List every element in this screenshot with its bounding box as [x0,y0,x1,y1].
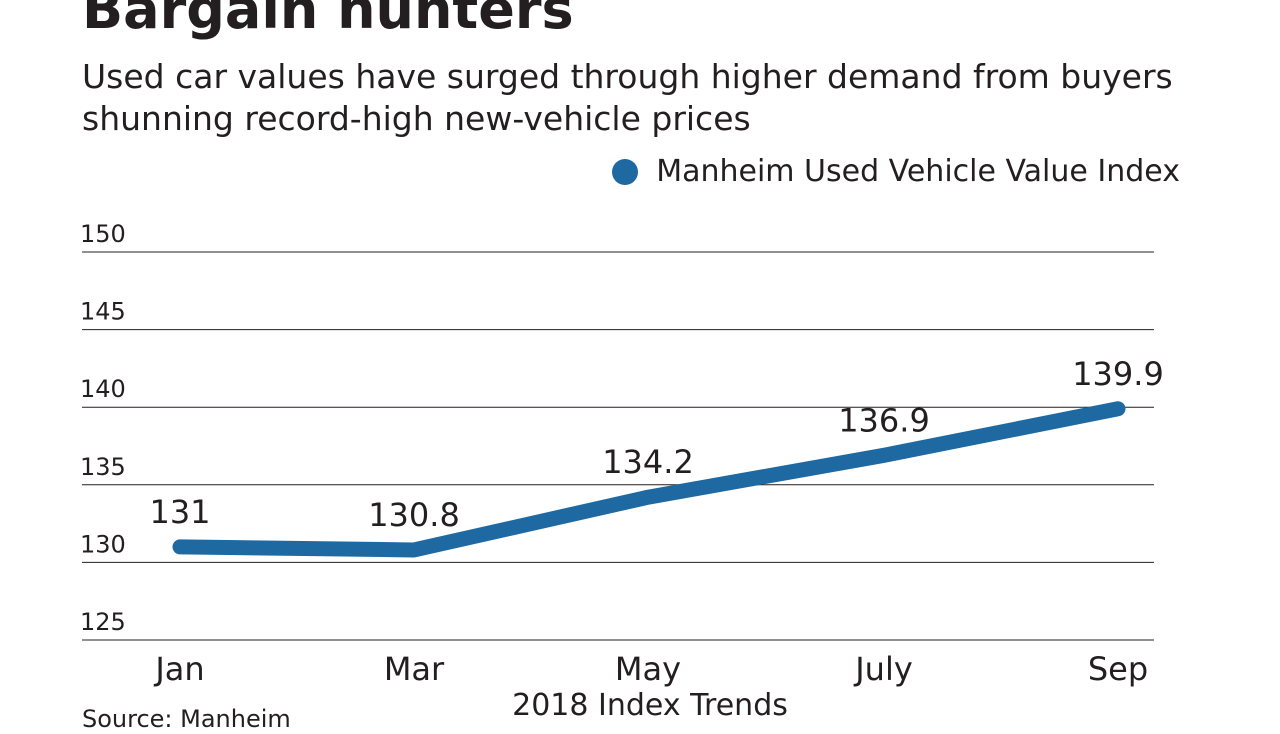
data-label-may: 134.2 [602,443,694,481]
data-point-may [642,491,654,504]
legend: Manheim Used Vehicle Value Index [612,152,1180,192]
data-label-sep: 139.9 [1072,355,1164,393]
data-point-jan [174,540,186,553]
data-point-sep [1112,402,1124,415]
legend-label: Manheim Used Vehicle Value Index [656,154,1180,189]
y-tick-label-125: 125 [80,608,126,636]
x-axis-title: 2018 Index Trends [512,688,788,723]
chart-title: Bargain hunters [82,0,574,41]
data-label-july: 136.9 [838,401,930,439]
data-label-jan: 131 [149,493,210,531]
x-tick-label-jan: Jan [153,650,204,688]
data-label-mar: 130.8 [368,496,460,534]
chart-subtitle: Used car values have surged through high… [82,57,1173,138]
y-tick-label-135: 135 [80,453,126,481]
y-tick-label-145: 145 [80,298,126,326]
y-tick-label-130: 130 [80,530,126,558]
source-note: Source: Manheim [82,705,291,733]
legend-marker-icon [612,159,639,185]
y-tick-label-150: 150 [80,220,126,248]
x-tick-label-july: July [853,650,913,688]
data-point-july [878,449,890,462]
x-tick-label-may: May [615,650,681,688]
data-point-mar [408,543,420,556]
y-tick-label-140: 140 [80,375,126,403]
x-tick-label-sep: Sep [1088,650,1148,688]
x-tick-label-mar: Mar [384,650,445,688]
